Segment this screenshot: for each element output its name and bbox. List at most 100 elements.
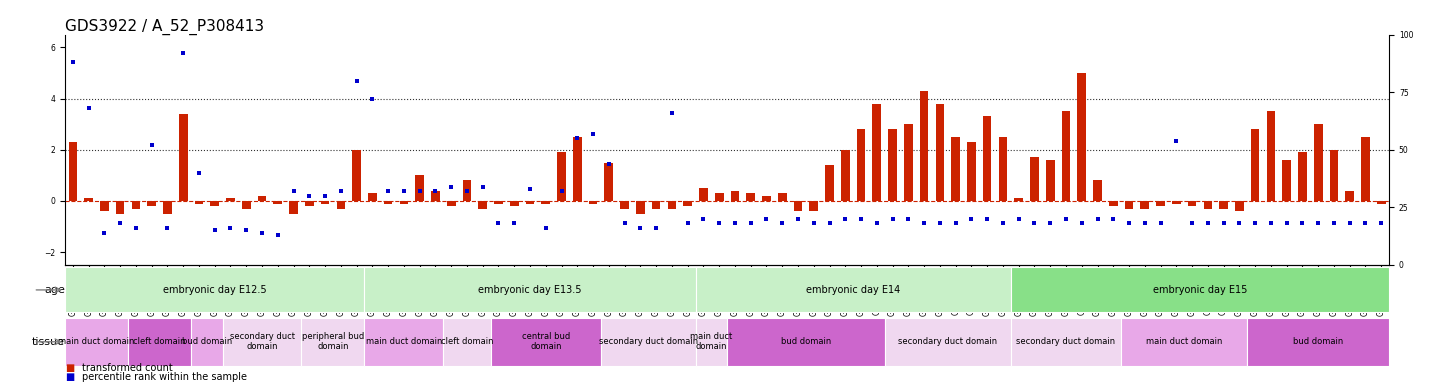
Text: bud domain: bud domain [182,337,232,346]
Bar [1362,137,1370,201]
Bar [696,267,1011,313]
Bar [416,175,425,201]
Text: tissue: tissue [32,337,65,347]
Bar [621,201,630,209]
Text: main duct domain: main duct domain [1147,337,1223,346]
Bar [1219,201,1227,209]
Bar [352,150,361,201]
Bar [68,142,77,201]
Bar [491,318,601,366]
Text: GDS3922 / A_52_P308413: GDS3922 / A_52_P308413 [65,18,264,35]
Bar [601,318,696,366]
Bar [65,267,364,313]
Bar [699,188,708,201]
Text: secondary duct domain: secondary duct domain [599,337,697,346]
Bar [1077,73,1086,201]
Bar [542,201,550,204]
Text: age: age [45,285,65,295]
Bar [1188,201,1197,206]
Text: percentile rank within the sample: percentile rank within the sample [82,372,247,382]
Bar [1173,201,1181,204]
Bar [1014,199,1022,201]
Bar [1248,318,1389,366]
Bar [336,201,345,209]
Bar [478,201,487,209]
Bar [1157,201,1165,206]
Bar [195,201,204,204]
Bar [726,318,885,366]
Bar [872,104,881,201]
Text: secondary duct
domain: secondary duct domain [230,332,295,351]
Bar [302,318,364,366]
Bar [983,116,992,201]
Bar [810,201,819,211]
Bar [557,152,566,201]
Bar [936,104,944,201]
Text: main duct
domain: main duct domain [690,332,732,351]
Text: embryonic day E15: embryonic day E15 [1152,285,1248,295]
Bar [952,137,960,201]
Bar [163,201,172,214]
Bar [368,193,377,201]
Bar [510,201,518,206]
Text: secondary duct domain: secondary duct domain [898,337,998,346]
Text: bud domain: bud domain [781,337,830,346]
Bar [400,201,409,204]
Bar [967,142,976,201]
Bar [289,201,297,214]
Bar [573,137,582,201]
Text: main duct domain: main duct domain [58,337,134,346]
Bar [179,114,188,201]
Bar [651,201,660,209]
Text: main duct domain: main duct domain [365,337,442,346]
Bar [462,180,471,201]
Bar [1045,160,1054,201]
Bar [364,267,696,313]
Bar [222,318,302,366]
Bar [667,201,676,209]
Bar [885,318,1011,366]
Bar [257,196,266,201]
Bar [778,193,787,201]
Bar [243,201,251,209]
Bar [1093,180,1102,201]
Bar [1030,157,1038,201]
Text: embryonic day E14: embryonic day E14 [806,285,900,295]
Bar [1314,124,1323,201]
Bar [1121,318,1248,366]
Bar [1011,318,1121,366]
Bar [999,137,1008,201]
Bar [1141,201,1149,209]
Bar [683,201,692,206]
Bar [1251,129,1259,201]
Bar [904,124,913,201]
Text: cleft domain: cleft domain [133,337,186,346]
Bar [696,318,726,366]
Text: central bud
domain: central bud domain [521,332,570,351]
Bar [100,201,108,211]
Bar [794,201,803,211]
Bar [129,318,191,366]
Bar [635,201,644,214]
Bar [364,318,443,366]
Bar [321,201,329,204]
Bar [888,129,897,201]
Bar [384,201,393,204]
Bar [920,91,928,201]
Bar [305,201,313,206]
Bar [84,199,92,201]
Bar [131,201,140,209]
Bar [1203,201,1212,209]
Text: ■: ■ [65,363,74,373]
Bar [65,318,129,366]
Text: cleft domain: cleft domain [440,337,494,346]
Bar [432,191,440,201]
Bar [211,201,219,206]
Text: ■: ■ [65,372,74,382]
Bar [1235,201,1243,211]
Bar [191,318,222,366]
Bar [526,201,534,204]
Bar [1125,201,1134,209]
Bar [825,165,833,201]
Bar [731,191,739,201]
